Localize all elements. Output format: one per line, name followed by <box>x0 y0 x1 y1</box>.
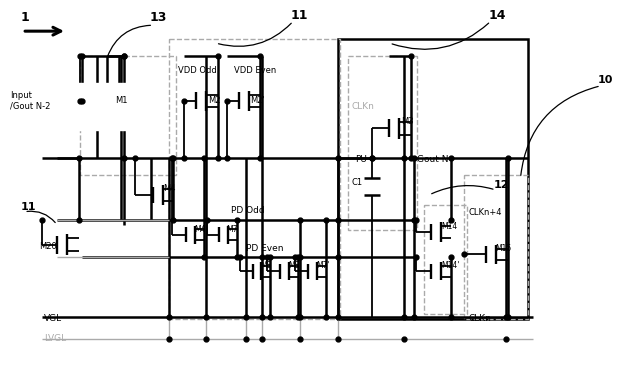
Bar <box>80 56 176 175</box>
Text: 12: 12 <box>494 180 509 190</box>
Bar <box>464 175 528 319</box>
Text: M4: M4 <box>163 184 175 193</box>
Bar <box>169 39 340 319</box>
Text: 1: 1 <box>20 11 29 24</box>
Text: M8: M8 <box>260 261 272 270</box>
Bar <box>338 39 528 319</box>
Text: M2': M2' <box>251 96 265 105</box>
Text: M15: M15 <box>496 245 512 253</box>
Text: C1: C1 <box>352 178 363 187</box>
Text: M14': M14' <box>441 261 459 270</box>
Text: M7: M7 <box>226 225 238 233</box>
Text: Input
/Gout N-2: Input /Gout N-2 <box>10 91 50 110</box>
Text: VDD Even: VDD Even <box>234 66 276 75</box>
Text: M3: M3 <box>401 117 414 127</box>
Text: M20: M20 <box>39 242 57 250</box>
Bar <box>348 56 417 230</box>
Text: LVGL: LVGL <box>44 334 66 343</box>
Text: M1: M1 <box>108 101 121 110</box>
Text: CLKn: CLKn <box>469 314 492 323</box>
Text: Gout N: Gout N <box>417 155 449 164</box>
Text: 14: 14 <box>489 9 506 22</box>
Text: 13: 13 <box>149 11 167 24</box>
Text: 11: 11 <box>20 202 36 212</box>
Text: PD Odd: PD Odd <box>231 206 264 215</box>
Text: PU: PU <box>355 155 367 164</box>
Text: CLKn: CLKn <box>352 102 375 111</box>
Text: 11: 11 <box>290 9 308 22</box>
Text: VDD Odd: VDD Odd <box>178 66 217 75</box>
Text: 10: 10 <box>598 75 613 85</box>
Text: M14: M14 <box>441 222 457 231</box>
Text: CLKn+4: CLKn+4 <box>469 208 502 217</box>
Text: M4': M4' <box>194 225 207 233</box>
Text: VGL: VGL <box>44 314 62 323</box>
Bar <box>424 205 467 314</box>
Text: M1: M1 <box>115 96 128 105</box>
Text: M8': M8' <box>288 261 302 270</box>
Text: M2: M2 <box>208 96 220 105</box>
Text: PD Even: PD Even <box>246 245 283 253</box>
Text: M7': M7' <box>316 261 330 270</box>
